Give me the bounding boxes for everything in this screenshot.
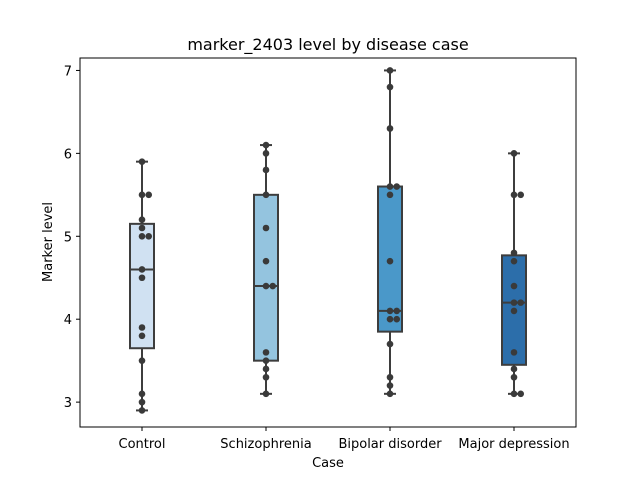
data-point xyxy=(386,83,394,91)
data-point xyxy=(386,307,394,315)
box-group xyxy=(253,144,279,395)
data-point xyxy=(269,282,277,290)
data-point xyxy=(386,125,394,132)
data-point xyxy=(386,390,394,398)
data-point xyxy=(510,257,518,265)
data-point xyxy=(145,191,153,199)
data-point xyxy=(262,282,270,290)
y-tick-label: 3 xyxy=(64,396,72,411)
data-point xyxy=(138,357,146,364)
data-point xyxy=(145,232,153,240)
points-layer xyxy=(138,67,525,414)
y-tick-label: 6 xyxy=(64,147,72,162)
data-point xyxy=(262,191,270,199)
data-point xyxy=(510,299,518,306)
data-point xyxy=(510,390,518,398)
data-point xyxy=(386,382,394,389)
data-point xyxy=(517,299,525,306)
data-point xyxy=(510,349,518,356)
data-point xyxy=(138,324,146,331)
data-point xyxy=(262,166,270,174)
data-point xyxy=(386,373,394,381)
data-point xyxy=(262,150,270,157)
data-point xyxy=(138,332,146,340)
data-point xyxy=(138,398,146,406)
data-point xyxy=(510,307,518,315)
y-tick-label: 5 xyxy=(64,230,72,245)
y-axis: 3 4 5 6 7 xyxy=(64,64,80,411)
box xyxy=(253,193,279,362)
data-point xyxy=(510,150,518,157)
x-tick-label: Bipolar disorder xyxy=(338,437,442,452)
data-point xyxy=(138,232,146,240)
x-tick-label: Major depression xyxy=(458,437,569,452)
x-axis: Control Schizophrenia Bipolar disorder Majo… xyxy=(119,427,570,452)
y-tick-label: 7 xyxy=(64,64,72,79)
data-point xyxy=(138,191,146,199)
x-tick-label: Schizophrenia xyxy=(220,437,311,452)
data-point xyxy=(393,315,401,323)
plot-area xyxy=(79,57,577,428)
x-tick-label: Control xyxy=(119,437,166,452)
data-point xyxy=(386,315,394,323)
data-point xyxy=(138,158,146,165)
y-axis-title: Marker level xyxy=(41,202,56,282)
data-point xyxy=(393,307,401,315)
data-point xyxy=(138,224,146,232)
data-point xyxy=(386,340,394,348)
x-axis-title: Case xyxy=(312,456,344,471)
data-point xyxy=(386,191,394,199)
box-group xyxy=(129,160,155,412)
data-point xyxy=(386,183,394,190)
data-point xyxy=(262,373,270,381)
data-point xyxy=(262,349,270,356)
data-point xyxy=(510,365,518,373)
chart-title: marker_2403 level by disease case xyxy=(187,35,468,55)
data-point xyxy=(262,365,270,373)
data-point xyxy=(262,257,270,265)
data-point xyxy=(510,249,518,257)
data-point xyxy=(138,216,146,223)
y-tick-label: 4 xyxy=(64,313,72,328)
data-point xyxy=(262,224,270,232)
data-point xyxy=(510,282,518,290)
data-point xyxy=(262,141,270,149)
data-point xyxy=(510,373,518,381)
data-point xyxy=(262,390,270,398)
box-group xyxy=(501,152,527,395)
data-point xyxy=(510,191,518,199)
data-point xyxy=(386,67,394,74)
data-point xyxy=(138,274,146,282)
data-point xyxy=(138,390,146,398)
data-point xyxy=(262,357,270,364)
data-point xyxy=(138,407,146,414)
data-point xyxy=(517,191,525,199)
data-point xyxy=(393,183,401,190)
data-point xyxy=(138,266,146,273)
data-point xyxy=(517,390,525,398)
boxes-layer xyxy=(129,69,527,412)
data-point xyxy=(386,257,394,265)
